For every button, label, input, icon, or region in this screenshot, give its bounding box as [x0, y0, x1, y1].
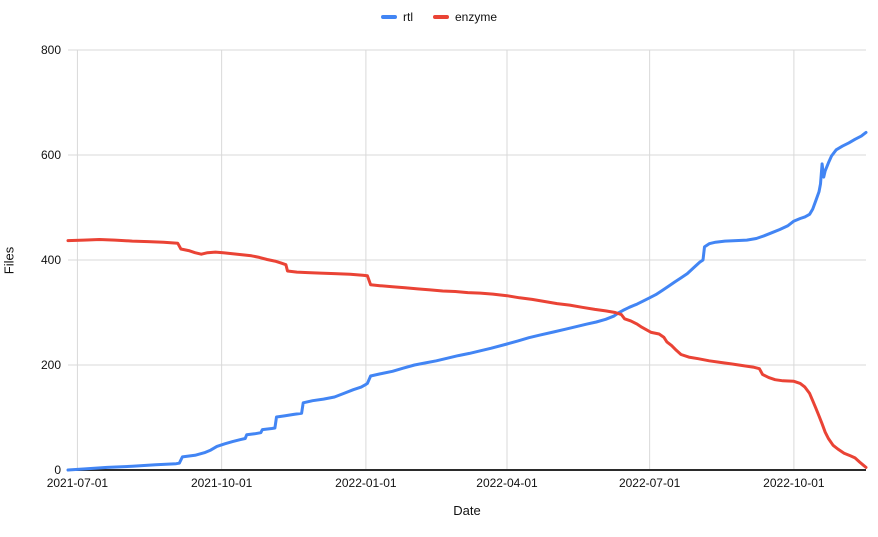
- legend-item-rtl[interactable]: rtl: [380, 10, 413, 24]
- series-line-enzyme: [66, 238, 868, 469]
- y-tick-label: 600: [41, 148, 61, 162]
- x-tick-label: 2022-07-01: [619, 476, 681, 490]
- y-tick-label: 200: [41, 358, 61, 372]
- y-axis-title: Files: [1, 246, 17, 275]
- legend-label-enzyme: enzyme: [454, 10, 498, 24]
- x-tick-label: 2022-10-01: [763, 476, 825, 490]
- x-tick-label: 2022-01-01: [335, 476, 397, 490]
- x-axis-title: Date: [453, 503, 481, 518]
- y-tick-label: 400: [41, 253, 61, 267]
- legend-item-enzyme[interactable]: enzyme: [432, 10, 498, 24]
- series-line-rtl: [66, 130, 868, 472]
- x-tick-label: 2022-04-01: [476, 476, 538, 490]
- x-tick-label: 2021-07-01: [47, 476, 109, 490]
- x-tick-label: 2021-10-01: [191, 476, 253, 490]
- chart-legend: rtl enzyme: [0, 10, 878, 24]
- y-tick-label: 800: [41, 43, 61, 57]
- legend-swatch-enzyme-icon: [432, 15, 449, 19]
- y-tick-label: 0: [54, 463, 61, 477]
- legend-label-rtl: rtl: [402, 10, 413, 24]
- legend-swatch-rtl-icon: [380, 15, 397, 19]
